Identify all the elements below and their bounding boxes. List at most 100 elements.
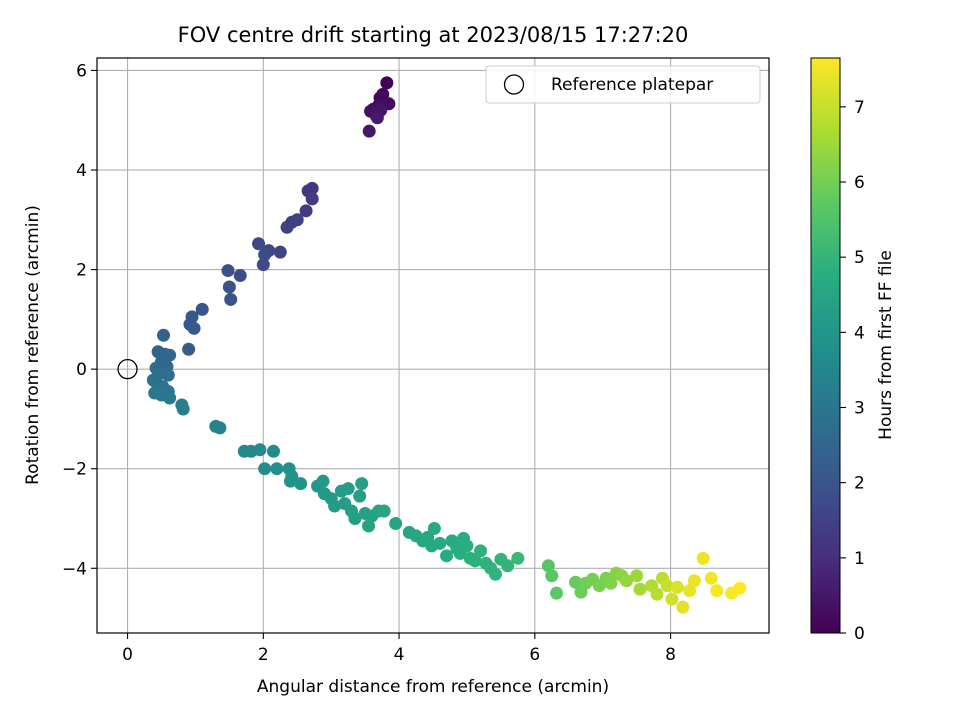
data-point: [733, 581, 747, 595]
data-point: [270, 462, 284, 476]
data-point: [273, 245, 287, 259]
x-tick-label: 0: [122, 645, 133, 665]
chart-title: FOV centre drift starting at 2023/08/15 …: [178, 23, 689, 47]
data-point: [256, 258, 270, 272]
data-point: [187, 321, 201, 335]
x-tick-label: 2: [258, 645, 269, 665]
data-point: [545, 569, 559, 583]
data-point: [501, 559, 515, 573]
data-point: [660, 579, 674, 593]
colorbar-label: Hours from first FF file: [876, 250, 896, 440]
data-point: [280, 220, 294, 234]
data-point: [370, 111, 384, 125]
data-point: [650, 587, 664, 601]
legend-label: Reference platepar: [551, 75, 713, 95]
colorbar-tick-label: 6: [854, 173, 865, 193]
data-point: [299, 204, 313, 218]
colorbar-tick-label: 3: [854, 399, 865, 419]
data-point: [353, 489, 367, 503]
data-point: [604, 576, 618, 590]
x-axis-ticks: 0 2 4 6 8: [122, 633, 676, 665]
plot-frame: [96, 57, 770, 634]
y-tick-label: 0: [76, 360, 87, 380]
data-point: [258, 462, 272, 476]
y-tick-label: 6: [76, 61, 87, 81]
data-point: [696, 551, 710, 565]
x-axis-label: Angular distance from reference (arcmin): [257, 677, 609, 697]
data-point: [362, 124, 376, 138]
y-axis-ticks: −4 −2 0 2 4 6: [62, 61, 97, 579]
legend-marker-icon: [503, 74, 525, 95]
data-point: [376, 87, 390, 101]
legend-box: [485, 65, 761, 104]
colorbar-frame: [810, 57, 841, 634]
data-point: [266, 444, 280, 458]
data-point: [474, 544, 488, 558]
colorbar: 0 1 2 3 4 5 6 7 Hours from first FF file: [810, 57, 896, 644]
data-point: [683, 584, 697, 598]
y-tick-label: −2: [62, 460, 87, 480]
y-axis-label: Rotation from reference (arcmin): [23, 205, 43, 485]
data-point: [468, 554, 482, 568]
data-point: [433, 536, 447, 550]
data-point: [224, 292, 238, 306]
data-point: [704, 571, 718, 585]
data-point: [348, 511, 362, 525]
data-point: [362, 519, 376, 533]
data-point: [233, 269, 247, 283]
y-tick-label: 2: [76, 261, 87, 281]
data-point: [182, 342, 196, 356]
data-point: [195, 302, 209, 316]
colorbar-tick-label: 5: [854, 248, 865, 268]
data-point: [341, 482, 355, 496]
scatter-points: [146, 76, 747, 614]
data-point: [222, 280, 236, 294]
y-tick-label: 4: [76, 161, 87, 181]
data-point: [221, 264, 235, 278]
x-tick-label: 4: [394, 645, 405, 665]
x-tick-label: 6: [529, 645, 540, 665]
grid: [97, 58, 769, 633]
data-point: [355, 477, 369, 491]
data-point: [619, 574, 633, 588]
colorbar-tick-label: 1: [854, 549, 865, 569]
data-point: [665, 592, 679, 606]
data-point: [427, 521, 441, 535]
data-point: [316, 474, 330, 488]
data-point: [488, 567, 502, 581]
data-point: [305, 192, 319, 206]
data-point: [569, 575, 583, 589]
data-point: [252, 237, 266, 251]
data-point: [163, 391, 177, 405]
data-point: [213, 421, 227, 435]
colorbar-gradient: [811, 58, 840, 633]
data-point: [294, 477, 308, 491]
data-point: [710, 584, 724, 598]
data-point: [541, 559, 555, 573]
y-tick-label: −4: [62, 559, 87, 579]
x-tick-label: 8: [665, 645, 676, 665]
colorbar-tick-label: 0: [854, 624, 865, 644]
colorbar-tick-label: 7: [854, 98, 865, 118]
data-point: [460, 539, 474, 553]
data-point: [253, 443, 267, 457]
data-point: [377, 504, 391, 518]
data-point: [328, 499, 342, 513]
data-point: [380, 76, 394, 90]
data-point: [176, 402, 190, 416]
legend: Reference platepar: [485, 65, 761, 104]
data-point: [511, 551, 525, 565]
data-point: [633, 582, 647, 596]
data-point: [440, 549, 454, 563]
data-point: [161, 368, 175, 382]
data-point: [283, 474, 297, 488]
colorbar-tick-label: 4: [854, 323, 865, 343]
reference-marker: [117, 358, 138, 380]
data-point: [687, 574, 701, 588]
colorbar-ticks: 0 1 2 3 4 5 6 7: [840, 98, 865, 644]
data-point: [258, 248, 272, 262]
colorbar-tick-label: 2: [854, 474, 865, 494]
data-point: [389, 516, 403, 530]
data-point: [676, 600, 690, 614]
